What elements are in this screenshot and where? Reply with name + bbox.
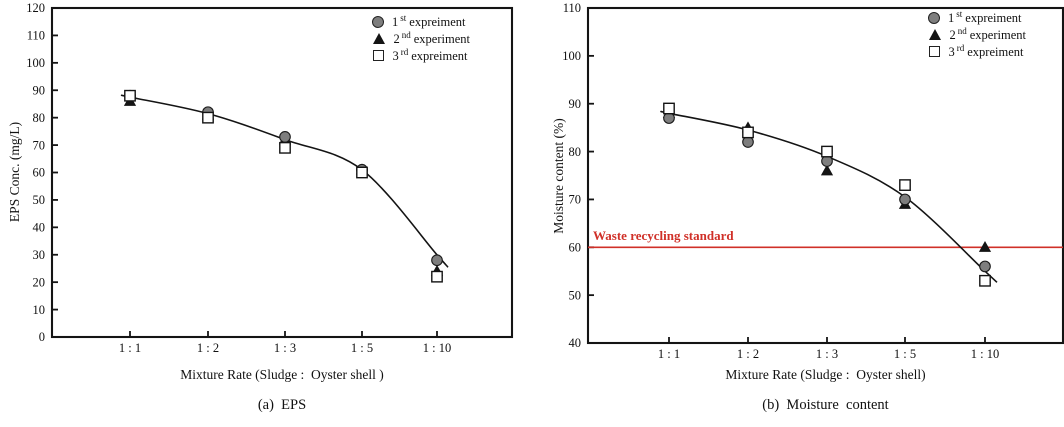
gray-circle-marker-icon — [372, 15, 384, 28]
svg-text:1 : 1: 1 : 1 — [658, 347, 680, 361]
svg-text:120: 120 — [26, 1, 45, 15]
legend-number: 3 — [948, 45, 955, 60]
svg-text:1 : 3: 1 : 3 — [274, 341, 296, 355]
svg-text:40: 40 — [569, 336, 582, 350]
svg-text:60: 60 — [33, 166, 46, 180]
svg-text:1 : 3: 1 : 3 — [816, 347, 838, 361]
x-axis: 1 : 1 1 : 2 1 : 3 1 : 5 1 : 10 — [119, 331, 451, 355]
svg-text:40: 40 — [33, 221, 46, 235]
svg-text:90: 90 — [569, 97, 582, 111]
svg-text:80: 80 — [33, 111, 46, 125]
legend-word: expreiment — [411, 49, 468, 64]
svg-text:80: 80 — [569, 145, 582, 159]
legend-number: 1 — [392, 15, 399, 30]
legend-number: 2 — [393, 32, 400, 47]
moisture-y-axis-label: Moisture content (%) — [551, 118, 566, 234]
svg-text:20: 20 — [33, 275, 46, 289]
svg-text:1 : 10: 1 : 10 — [423, 341, 451, 355]
legend-number: 1 — [948, 11, 955, 26]
legend-number: 3 — [392, 49, 399, 64]
legend-ordinal: st — [400, 12, 407, 23]
svg-text:30: 30 — [33, 248, 46, 262]
moisture-x-axis-label: Mixture Rate (Sludge : Oyster shell) — [725, 367, 926, 382]
legend-word: expreiment — [409, 15, 466, 30]
svg-text:110: 110 — [563, 1, 581, 15]
moisture-caption: (b) Moisture content — [762, 397, 889, 413]
eps-x-axis-label: Mixture Rate (Sludge : Oyster shell ) — [180, 367, 384, 382]
legend-ordinal: nd — [401, 29, 411, 40]
legend-word: experiment — [413, 32, 470, 47]
y-axis: 0 10 20 30 40 50 60 70 80 90 100 110 120 — [26, 1, 58, 344]
black-triangle-marker-icon — [928, 29, 941, 40]
svg-text:110: 110 — [27, 29, 45, 43]
svg-text:1 : 5: 1 : 5 — [894, 347, 916, 361]
svg-text:70: 70 — [33, 138, 46, 152]
eps-y-axis-label: EPS Conc. (mg/L) — [7, 121, 22, 223]
x-axis: 1 : 1 1 : 2 1 : 3 1 : 5 1 : 10 — [658, 337, 999, 361]
trend-curve — [660, 110, 998, 283]
series-points-white-square — [124, 89, 443, 283]
waste-recycling-standard-label: Waste recycling standard — [593, 228, 734, 244]
svg-text:50: 50 — [33, 193, 46, 207]
trend-curve — [120, 94, 449, 268]
y-axis: 40 50 60 70 80 90 100 110 — [562, 1, 594, 350]
legend-ordinal: st — [956, 8, 963, 19]
legend-word: expreiment — [967, 45, 1024, 60]
svg-text:70: 70 — [569, 193, 582, 207]
svg-text:0: 0 — [39, 330, 45, 344]
series-points-gray-circle — [124, 89, 443, 267]
legend-number: 2 — [949, 28, 956, 43]
legend-word: experiment — [969, 28, 1026, 43]
eps-caption: (a) EPS — [257, 397, 307, 413]
white-square-marker-icon — [928, 46, 940, 57]
gray-circle-marker-icon — [928, 11, 940, 24]
svg-text:1 : 10: 1 : 10 — [971, 347, 999, 361]
legend-ordinal: rd — [400, 46, 409, 57]
svg-text:1 : 1: 1 : 1 — [119, 341, 141, 355]
svg-text:1 : 5: 1 : 5 — [351, 341, 373, 355]
series-points-white-square — [663, 102, 991, 287]
white-square-marker-icon — [372, 50, 384, 61]
svg-text:60: 60 — [569, 240, 582, 254]
legend-word: expreiment — [965, 11, 1022, 26]
plot-frame — [586, 6, 1064, 345]
legend-ordinal: rd — [956, 42, 965, 53]
svg-text:90: 90 — [33, 83, 46, 97]
svg-text:10: 10 — [33, 303, 46, 317]
svg-text:100: 100 — [562, 49, 581, 63]
series-points-gray-circle — [663, 112, 991, 273]
series-points-black-triangle — [123, 94, 444, 276]
black-triangle-marker-icon — [372, 33, 385, 44]
svg-text:100: 100 — [26, 56, 45, 70]
legend-ordinal: nd — [957, 25, 967, 36]
svg-text:50: 50 — [569, 288, 582, 302]
svg-text:1 : 2: 1 : 2 — [737, 347, 759, 361]
svg-text:1 : 2: 1 : 2 — [197, 341, 219, 355]
